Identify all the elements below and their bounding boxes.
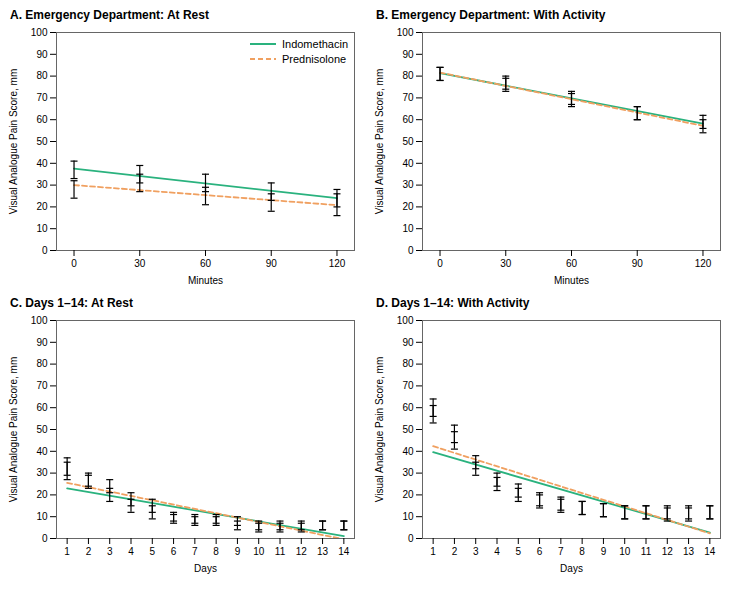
svg-text:13: 13 [683,546,695,557]
svg-text:50: 50 [402,424,414,435]
svg-text:90: 90 [266,258,278,269]
svg-text:5: 5 [150,546,156,557]
svg-text:70: 70 [36,92,48,103]
svg-text:30: 30 [500,258,512,269]
svg-text:Days: Days [560,563,583,574]
svg-text:10: 10 [402,223,414,234]
svg-text:60: 60 [200,258,212,269]
svg-text:100: 100 [397,27,414,38]
svg-text:120: 120 [329,258,346,269]
svg-text:7: 7 [192,546,198,557]
html-text:A. Emergency Department: At Re: A. Emergency Department: At Rest [10,8,209,22]
svg-text:10: 10 [402,511,414,522]
svg-text:10: 10 [36,511,48,522]
svg-text:0: 0 [71,258,77,269]
svg-text:30: 30 [36,179,48,190]
svg-text:2: 2 [452,546,458,557]
html-text:Prednisolone: Prednisolone [282,53,347,65]
html-text:B. Emergency Department: With: B. Emergency Department: With Activity [376,8,606,22]
svg-text:3: 3 [473,546,479,557]
svg-text:6: 6 [537,546,543,557]
svg-text:Minutes: Minutes [188,275,223,286]
svg-text:12: 12 [296,546,308,557]
svg-text:60: 60 [36,114,48,125]
svg-text:80: 80 [402,358,414,369]
svg-text:60: 60 [36,402,48,413]
svg-text:90: 90 [402,49,414,60]
svg-text:80: 80 [36,70,48,81]
html-text:C. Days 1–14: At Rest: C. Days 1–14: At Rest [10,296,133,310]
svg-text:50: 50 [36,424,48,435]
svg-text:5: 5 [516,546,522,557]
svg-text:0: 0 [42,245,48,256]
svg-text:14: 14 [338,546,350,557]
svg-text:70: 70 [402,92,414,103]
svg-text:40: 40 [402,446,414,457]
svg-text:60: 60 [402,114,414,125]
svg-text:90: 90 [36,337,48,348]
svg-text:100: 100 [31,27,48,38]
svg-text:120: 120 [695,258,712,269]
svg-text:Visual Analogue Pain Score, mm: Visual Analogue Pain Score, mm [374,69,385,214]
svg-text:100: 100 [31,315,48,326]
svg-text:30: 30 [402,179,414,190]
svg-text:70: 70 [36,380,48,391]
svg-text:1: 1 [64,546,70,557]
svg-text:20: 20 [402,201,414,212]
svg-text:20: 20 [402,489,414,500]
svg-text:60: 60 [402,402,414,413]
svg-text:40: 40 [36,446,48,457]
svg-text:0: 0 [437,258,443,269]
svg-text:Visual Analogue Pain Score, mm: Visual Analogue Pain Score, mm [8,357,19,502]
svg-text:8: 8 [213,546,219,557]
svg-text:50: 50 [36,136,48,147]
svg-text:0: 0 [408,245,414,256]
svg-text:60: 60 [566,258,578,269]
svg-text:20: 20 [36,489,48,500]
svg-text:11: 11 [641,546,652,557]
svg-text:10: 10 [36,223,48,234]
svg-text:90: 90 [36,49,48,60]
svg-text:4: 4 [494,546,500,557]
svg-text:30: 30 [36,467,48,478]
svg-text:30: 30 [402,467,414,478]
html-text:D. Days 1–14: With Activity: D. Days 1–14: With Activity [376,296,530,310]
svg-text:Visual Analogue Pain Score, mm: Visual Analogue Pain Score, mm [374,357,385,502]
svg-text:13: 13 [317,546,329,557]
svg-text:7: 7 [558,546,564,557]
svg-text:8: 8 [579,546,585,557]
svg-text:2: 2 [86,546,92,557]
svg-text:80: 80 [36,358,48,369]
svg-text:100: 100 [397,315,414,326]
svg-text:Minutes: Minutes [554,275,589,286]
svg-text:14: 14 [704,546,716,557]
svg-text:90: 90 [632,258,644,269]
svg-text:30: 30 [134,258,146,269]
svg-text:20: 20 [36,201,48,212]
svg-text:0: 0 [42,533,48,544]
svg-text:9: 9 [235,546,241,557]
svg-text:50: 50 [402,136,414,147]
svg-text:1: 1 [430,546,436,557]
svg-text:80: 80 [402,70,414,81]
svg-text:11: 11 [275,546,286,557]
svg-text:6: 6 [171,546,177,557]
svg-text:10: 10 [619,546,631,557]
svg-text:90: 90 [402,337,414,348]
svg-text:Days: Days [194,563,217,574]
svg-text:10: 10 [253,546,265,557]
svg-text:4: 4 [128,546,134,557]
svg-text:12: 12 [662,546,674,557]
svg-text:9: 9 [601,546,607,557]
html-text:Indomethacin: Indomethacin [282,38,348,50]
svg-text:40: 40 [402,158,414,169]
svg-text:70: 70 [402,380,414,391]
svg-text:40: 40 [36,158,48,169]
svg-text:Visual Analogue Pain Score, mm: Visual Analogue Pain Score, mm [8,69,19,214]
svg-text:3: 3 [107,546,113,557]
svg-text:0: 0 [408,533,414,544]
